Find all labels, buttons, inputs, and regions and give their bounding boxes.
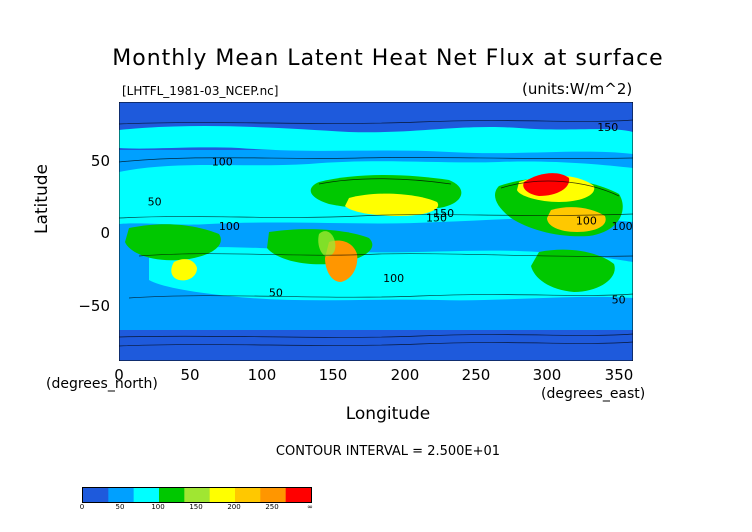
colorbar-segment (159, 488, 185, 502)
x-tick-label: 150 (318, 366, 348, 384)
x-tick-label: 350 (604, 366, 634, 384)
red-region-gulf-stream (523, 173, 570, 196)
contour-label: 50 (612, 293, 626, 306)
colorbar-tick-label: 250 (265, 503, 279, 511)
colorbar-segment (209, 488, 236, 502)
y-tick-label: 0 (100, 224, 110, 242)
yellow-region-east (547, 207, 606, 232)
colorbar-segment (133, 488, 160, 502)
yellow-region-north-pacific (345, 193, 439, 216)
high-latitude-band-north (119, 126, 633, 154)
colorbar-tick-label: 100 (151, 503, 165, 511)
contour-label: 100 (612, 220, 633, 233)
contour-label: 50 (148, 196, 162, 209)
contour-label: 100 (383, 272, 404, 285)
y-tick-label: −50 (78, 297, 110, 315)
colorbar-tick-label: ∞ (307, 503, 313, 511)
x-tick-label: 300 (532, 366, 562, 384)
colorbar (82, 487, 312, 503)
subtropical-band-south (149, 247, 633, 301)
heatmap-plot: 50 100 100 50 100 150 150 150 100 50 100 (119, 102, 633, 361)
colorbar-segment (285, 488, 312, 502)
colorbar-segment (83, 488, 109, 502)
land-mass (318, 231, 336, 257)
y-tick-label: 50 (90, 152, 110, 170)
contour-label: 150 (433, 207, 454, 220)
yellow-region-indian (171, 259, 197, 281)
colorbar-segment (108, 488, 134, 502)
x-tick-label: 0 (114, 366, 124, 384)
x-tick-label: 250 (461, 366, 491, 384)
x-axis-label: Longitude (345, 404, 431, 424)
contour-value-labels: 50 100 100 50 100 150 150 150 100 50 100 (148, 121, 633, 307)
units-label: (units:W/m^2) (522, 80, 633, 98)
colorbar-segment (260, 488, 286, 502)
y-unit-note: (degrees_north) (46, 376, 158, 392)
contour-label: 100 (219, 220, 240, 233)
x-tick-label: 200 (390, 366, 420, 384)
colorbar-tick-label: 150 (189, 503, 203, 511)
x-tick-label: 100 (247, 366, 277, 384)
y-axis-label: Latitude (32, 164, 52, 234)
contour-label: 100 (212, 155, 233, 168)
colorbar-tick-label: 200 (227, 503, 241, 511)
contour-label: 150 (597, 121, 618, 134)
colorbar-segment (235, 488, 261, 502)
colorbar-tick-label: 0 (79, 503, 85, 511)
green-region-indian (125, 224, 221, 261)
contour-lines (119, 119, 633, 347)
x-unit-note: (degrees_east) (541, 386, 646, 402)
x-tick-label: 50 (180, 366, 200, 384)
contour-interval: CONTOUR INTERVAL = 2.500E+01 (275, 444, 501, 459)
contour-label: 150 (426, 211, 447, 224)
colorbar-frame (82, 487, 312, 503)
colorbar-tick-label: 50 (115, 503, 125, 511)
contour-label: 100 (576, 214, 597, 227)
colorbar-segment (184, 488, 210, 502)
file-label: [LHTFL_1981-03_NCEP.nc] (122, 84, 279, 98)
contour-label: 50 (269, 286, 283, 299)
chart-title: Monthly Mean Latent Heat Net Flux at sur… (112, 46, 664, 71)
green-region-south-atlantic (531, 249, 615, 292)
